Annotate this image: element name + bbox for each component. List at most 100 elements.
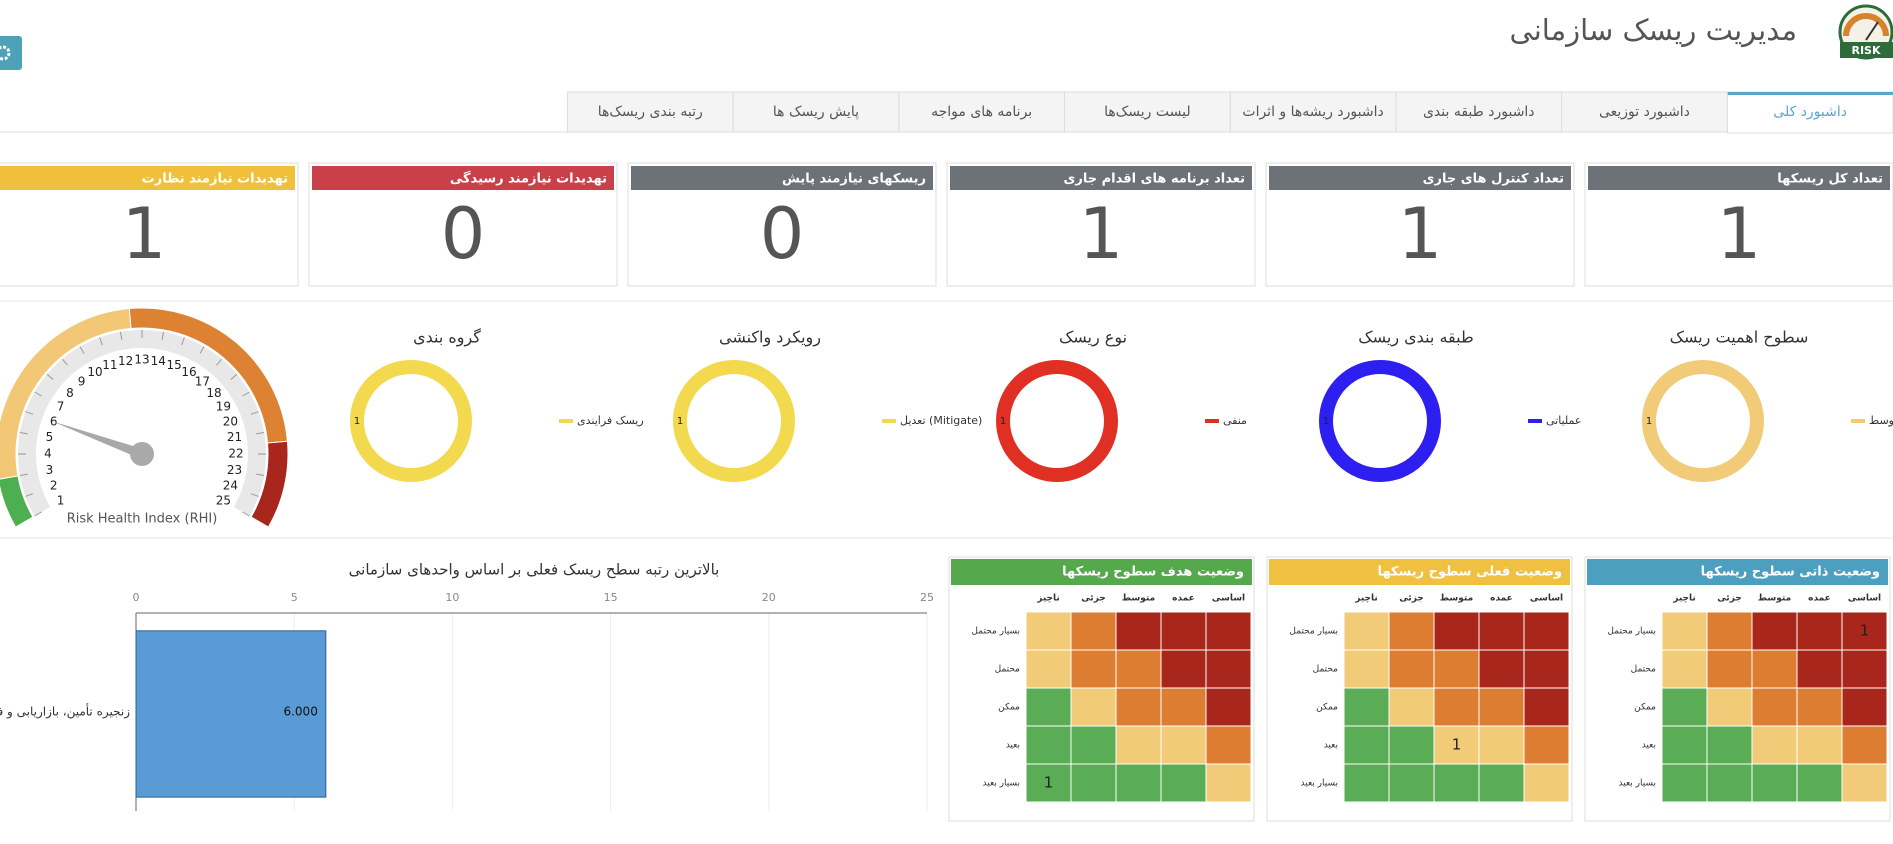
matrix-cell bbox=[1025, 725, 1072, 765]
matrix-cell bbox=[1661, 611, 1708, 651]
gauge-tick-label: 4 bbox=[44, 447, 52, 461]
matrix-cell bbox=[1751, 649, 1798, 689]
matrix-col-label: عمده bbox=[1172, 594, 1195, 604]
bar bbox=[135, 630, 327, 798]
gauge-tick-label: 23 bbox=[227, 463, 242, 477]
card-value: 1 bbox=[1079, 193, 1124, 275]
gauge-tick bbox=[46, 373, 54, 380]
matrix-cell bbox=[1160, 725, 1207, 765]
card-value: 1 bbox=[1717, 193, 1762, 275]
matrix-col-label: جزئی bbox=[1081, 594, 1106, 604]
matrix-row-label: بسیار محتمل bbox=[1289, 627, 1338, 637]
matrix-row-label: ممکن bbox=[998, 703, 1020, 713]
matrix-cell bbox=[1205, 725, 1252, 765]
tab-bg bbox=[1395, 91, 1563, 133]
matrix-row-label: بسیار بعید bbox=[1301, 779, 1339, 789]
matrix-cell bbox=[1115, 763, 1162, 803]
matrix-cell bbox=[1205, 611, 1252, 651]
gauge-tick-label: 22 bbox=[228, 447, 243, 461]
donut-slice bbox=[350, 360, 472, 482]
tab[interactable]: داشبورد توزیعی bbox=[1561, 91, 1728, 133]
settings-button[interactable] bbox=[0, 36, 22, 70]
matrix-cell bbox=[1205, 687, 1252, 727]
matrix-cell bbox=[1343, 763, 1390, 803]
matrix-header bbox=[1269, 559, 1570, 585]
tab-label: داشبورد کلی bbox=[1773, 104, 1847, 120]
tab-bg bbox=[898, 91, 1065, 133]
card-label: تعداد کنترل های جاری bbox=[1423, 172, 1564, 187]
matrix-cell bbox=[1343, 649, 1390, 689]
tab-label: برنامه های مواجه bbox=[931, 104, 1032, 120]
matrix-cell bbox=[1751, 611, 1798, 651]
legend-label: عملیاتی bbox=[1546, 414, 1581, 427]
tab[interactable]: داشبورد کلی bbox=[1726, 91, 1893, 134]
gauge-tick bbox=[99, 337, 103, 346]
matrix-row-label: محتمل bbox=[1631, 665, 1657, 675]
matrix-cell bbox=[1025, 611, 1072, 651]
page-title: مدیریت ریسک سازمانی bbox=[1510, 13, 1797, 47]
matrix-row-label: بعید bbox=[1006, 741, 1020, 751]
matrix-cell bbox=[1205, 649, 1252, 689]
x-tick-label: 0 bbox=[133, 591, 140, 604]
gauge-tick bbox=[199, 346, 205, 354]
gauge-tick-label: 13 bbox=[134, 353, 149, 367]
card-header bbox=[0, 166, 295, 190]
matrix-title: وضعیت هدف سطوح ریسکها bbox=[1062, 565, 1244, 580]
matrix-col-label: ناچیز bbox=[1036, 594, 1060, 604]
matrix-cell bbox=[1706, 649, 1753, 689]
matrix-cell bbox=[1160, 649, 1207, 689]
matrix-col-label: اساسی bbox=[1848, 594, 1881, 604]
matrix-cell bbox=[1070, 763, 1117, 803]
gauge-tick-label: 8 bbox=[66, 386, 74, 400]
gauge-tick-label: 9 bbox=[78, 374, 86, 388]
chart-title: سطوح اهمیت ریسک bbox=[1670, 328, 1809, 348]
matrix-cell bbox=[1160, 763, 1207, 803]
gauge-tick bbox=[19, 473, 28, 477]
x-tick-label: 25 bbox=[920, 591, 934, 604]
gauge-tick-label: 25 bbox=[216, 494, 231, 508]
tab[interactable]: رتبه بندی ریسک‌ها bbox=[566, 91, 734, 133]
gauge-tick-label: 15 bbox=[167, 358, 182, 372]
legend-swatch bbox=[1205, 419, 1219, 423]
card-header bbox=[631, 166, 933, 190]
matrix-col-label: جزئی bbox=[1717, 594, 1742, 604]
matrix-cell bbox=[1160, 611, 1207, 651]
gauge-tick bbox=[242, 511, 250, 517]
card-header bbox=[312, 166, 614, 190]
card-label: تعداد کل ریسکها bbox=[1777, 172, 1883, 187]
matrix-count: 1 bbox=[1044, 774, 1054, 792]
matrix-cell bbox=[1706, 687, 1753, 727]
gauge-tick-label: 20 bbox=[223, 414, 238, 428]
matrix-cell bbox=[1841, 687, 1888, 727]
gauge-tick bbox=[79, 346, 85, 354]
matrix-cell bbox=[1433, 649, 1480, 689]
matrix-cell bbox=[1478, 611, 1525, 651]
matrix-row-label: محتمل bbox=[995, 665, 1021, 675]
matrix-cell bbox=[1205, 763, 1252, 803]
matrix-row-label: بعید bbox=[1324, 741, 1338, 751]
tab[interactable]: داشبورد طبقه بندی bbox=[1395, 91, 1563, 133]
logo-band bbox=[1840, 42, 1893, 58]
tab[interactable]: داشبورد ریشه‌ها و اثرات bbox=[1229, 91, 1397, 133]
gauge-tick bbox=[181, 337, 185, 346]
matrix-row-label: محتمل bbox=[1313, 665, 1339, 675]
matrix-cell bbox=[1115, 725, 1162, 765]
matrix-cell bbox=[1025, 763, 1072, 803]
chart-title: بالاترین رتبه سطح ریسک فعلی بر اساس واحد… bbox=[349, 561, 720, 579]
tab-label: پایش ریسک ها bbox=[773, 104, 859, 120]
matrix-cell bbox=[1706, 763, 1753, 803]
tab[interactable]: برنامه های مواجه bbox=[898, 91, 1065, 133]
donut-slice bbox=[1642, 360, 1764, 482]
gauge-band bbox=[250, 440, 289, 528]
data-label: 1 bbox=[1323, 416, 1329, 427]
legend-swatch bbox=[882, 419, 896, 423]
legend-label: ریسک فرایندی bbox=[577, 414, 644, 427]
matrix-cell bbox=[1841, 763, 1888, 803]
matrix-col-label: متوسط bbox=[1758, 594, 1791, 604]
matrix-cell bbox=[1343, 611, 1390, 651]
matrix-cell bbox=[1070, 611, 1117, 651]
tab[interactable]: پایش ریسک ها bbox=[732, 91, 900, 133]
tab[interactable]: لیست ریسک‌ها bbox=[1064, 91, 1231, 133]
gauge-tick-label: 19 bbox=[216, 400, 231, 414]
matrix-cell bbox=[1115, 687, 1162, 727]
